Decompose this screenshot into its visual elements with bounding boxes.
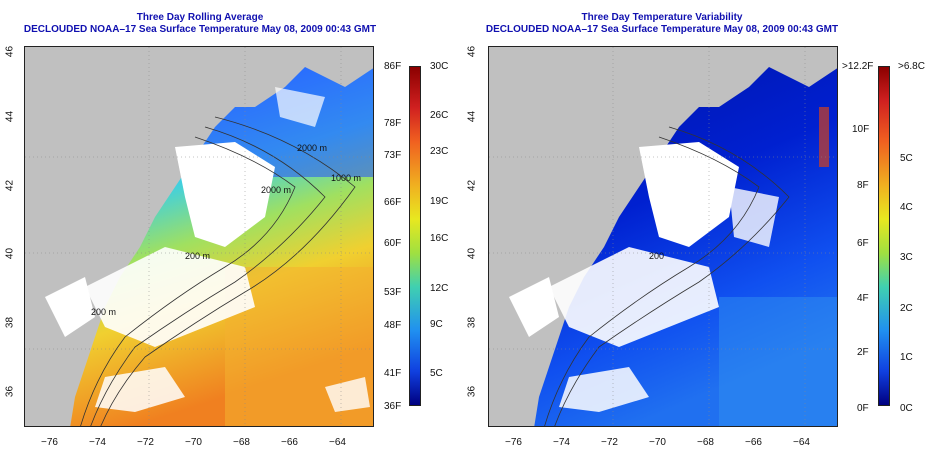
right-panel-title: Three Day Temperature Variability	[581, 12, 743, 23]
colorbar-c-label: 2C	[900, 303, 913, 314]
colorbar-f-label: 41F	[384, 368, 402, 379]
y-tick: 36	[466, 385, 478, 398]
colorbar-c-label: 16C	[430, 233, 449, 244]
colorbar-f-label: 8F	[857, 180, 869, 191]
colorbar-f-label: 6F	[857, 238, 869, 249]
colorbar-f-label: 66F	[384, 197, 402, 208]
colorbar-c-label: 23C	[430, 146, 449, 157]
y-tick: 38	[466, 316, 478, 329]
colorbar-c-label: 26C	[430, 110, 449, 121]
colorbar-f-label: 48F	[384, 320, 402, 331]
colorbar-f-label: >12.2F	[842, 61, 874, 72]
x-tick: −70	[649, 437, 666, 448]
right-colorbar	[878, 66, 890, 406]
y-tick: 36	[4, 385, 16, 398]
x-tick: −76	[505, 437, 522, 448]
y-tick: 40	[466, 247, 478, 260]
y-tick: 42	[4, 179, 16, 192]
colorbar-f-label: 4F	[857, 293, 869, 304]
colorbar-f-label: 10F	[852, 124, 870, 135]
y-tick: 46	[466, 45, 478, 58]
colorbar-c-label: >6.8C	[898, 61, 925, 72]
y-tick: 44	[466, 110, 478, 123]
colorbar-f-label: 2F	[857, 347, 869, 358]
x-tick: −68	[233, 437, 250, 448]
contour-label: 2000 m	[261, 185, 292, 195]
x-tick: −64	[793, 437, 810, 448]
contour-label: 200	[649, 251, 665, 261]
colorbar-f-label: 53F	[384, 287, 402, 298]
colorbar-f-label: 0F	[857, 403, 869, 414]
colorbar-c-label: 1C	[900, 352, 913, 363]
left-sst-map: 2000 m 2000 m 1000 m 200 m 200 m	[24, 46, 374, 427]
x-tick: −66	[745, 437, 762, 448]
y-tick: 46	[4, 45, 16, 58]
contour-label: 1000 m	[331, 173, 362, 183]
colorbar-c-label: 30C	[430, 61, 449, 72]
left-panel-title: Three Day Rolling Average	[136, 12, 264, 23]
x-tick: −72	[601, 437, 618, 448]
colorbar-c-label: 5C	[900, 153, 913, 164]
colorbar-c-label: 0C	[900, 403, 913, 414]
colorbar-f-label: 36F	[384, 401, 402, 412]
colorbar-f-label: 78F	[384, 118, 402, 129]
y-tick: 38	[4, 316, 16, 329]
colorbar-f-label: 60F	[384, 238, 402, 249]
contour-label: 200 m	[185, 251, 211, 261]
colorbar-c-label: 12C	[430, 283, 449, 294]
y-tick: 40	[4, 247, 16, 260]
left-colorbar	[409, 66, 421, 406]
colorbar-c-label: 3C	[900, 252, 913, 263]
colorbar-f-label: 86F	[384, 61, 402, 72]
x-tick: −76	[41, 437, 58, 448]
x-tick: −72	[137, 437, 154, 448]
x-tick: −74	[89, 437, 106, 448]
colorbar-c-label: 5C	[430, 368, 443, 379]
right-panel-subtitle: DECLOUDED NOAA–17 Sea Surface Temperatur…	[485, 24, 839, 35]
contour-label: 200 m	[91, 307, 117, 317]
left-panel-subtitle: DECLOUDED NOAA–17 Sea Surface Temperatur…	[23, 24, 377, 35]
y-tick: 42	[466, 179, 478, 192]
x-tick: −66	[281, 437, 298, 448]
colorbar-f-label: 73F	[384, 150, 402, 161]
contour-label: 2000 m	[297, 143, 328, 153]
colorbar-c-label: 4C	[900, 202, 913, 213]
colorbar-c-label: 9C	[430, 319, 443, 330]
x-tick: −68	[697, 437, 714, 448]
x-tick: −74	[553, 437, 570, 448]
x-tick: −64	[329, 437, 346, 448]
y-tick: 44	[4, 110, 16, 123]
x-tick: −70	[185, 437, 202, 448]
right-variability-map: 200	[488, 46, 838, 427]
colorbar-c-label: 19C	[430, 196, 449, 207]
